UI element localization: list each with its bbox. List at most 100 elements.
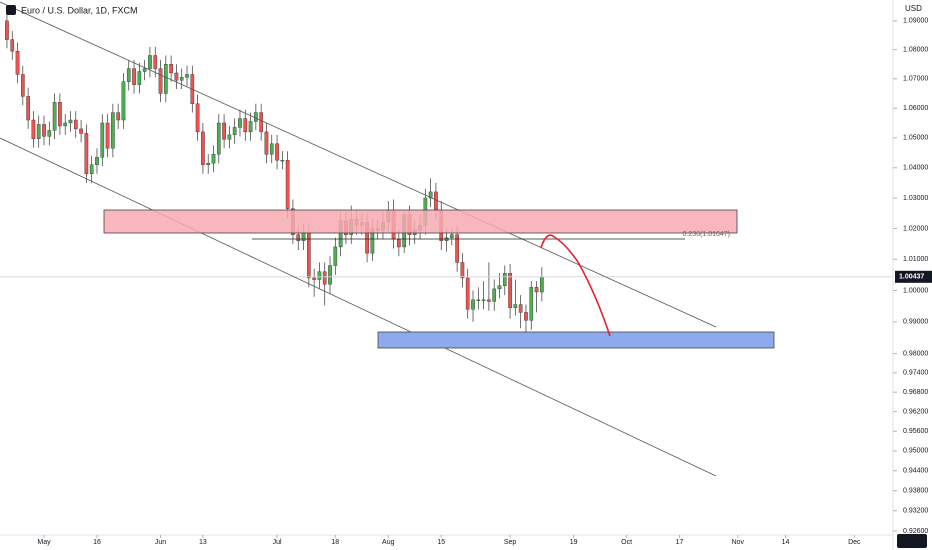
candle-body (296, 234, 301, 241)
y-tick-label: 0.92600 (903, 528, 928, 535)
candle-body (185, 74, 189, 78)
candle-body (508, 273, 512, 308)
x-tick-label: Oct (621, 539, 632, 546)
candle-body (476, 299, 481, 301)
candle-body (322, 271, 327, 285)
y-tick-label: 1.07000 (903, 76, 928, 83)
y-tick-label: 0.95000 (903, 448, 928, 455)
x-tick-label: 17 (676, 539, 684, 546)
candle-body (428, 191, 433, 199)
candle-body (79, 128, 83, 134)
y-tick-label: 1.06000 (903, 105, 928, 112)
candle-body (195, 103, 200, 133)
candle-body (10, 39, 15, 52)
candle-body (47, 130, 52, 137)
y-tick-label: 1.05000 (903, 135, 928, 142)
y-tick-label: 1.08000 (903, 47, 928, 54)
candle-body (502, 273, 507, 286)
chart-title: Euro / U.S. Dollar, 1D, FXCM (21, 5, 138, 15)
y-tick-label: 0.97400 (903, 370, 928, 377)
drawings: 0.236(1.01647) (0, 1, 775, 477)
candle-body (222, 122, 226, 140)
x-tick-label: Dec (848, 539, 861, 546)
candle-body (471, 299, 475, 310)
candle-body (434, 191, 438, 211)
candle-body (328, 265, 332, 285)
candle-body (142, 68, 147, 72)
candle-body (238, 118, 242, 128)
y-tick-label: 0.93800 (903, 488, 928, 495)
candle-body (58, 102, 62, 127)
candle-body (492, 288, 497, 302)
candle-body (397, 239, 401, 248)
candle-body (280, 160, 285, 162)
candle-body (15, 50, 20, 75)
x-tick-label: 15 (437, 539, 445, 546)
candle-body (487, 299, 491, 302)
candle-body (534, 287, 539, 293)
candle-body (36, 124, 41, 139)
x-tick-label: Sep (504, 539, 517, 546)
candle-body (111, 112, 115, 149)
y-tick-label: 0.94400 (903, 468, 928, 475)
candle-body (317, 271, 322, 280)
x-tick-label: 19 (570, 539, 578, 546)
candle-body (5, 20, 9, 40)
y-tick-label: 0.96200 (903, 408, 928, 415)
candle-body (148, 55, 152, 69)
candle-body (216, 122, 221, 155)
candle-body (153, 55, 158, 69)
x-tick-label: 16 (93, 539, 101, 546)
candle-body (301, 232, 306, 241)
candle-body (269, 143, 274, 155)
y-tick-label: 1.04000 (903, 165, 928, 172)
candle-body (201, 131, 205, 165)
candle-body (285, 160, 290, 209)
y-tick-label: 0.93200 (903, 508, 928, 515)
candle-body (518, 304, 523, 313)
support-zone (377, 331, 775, 349)
x-tick-label: 14 (782, 539, 790, 546)
fib-label: 0.236(1.01647) (683, 231, 730, 238)
candle-body (42, 124, 46, 137)
candle-body (52, 102, 57, 131)
candle-body (158, 68, 163, 94)
symbol-icon (6, 5, 16, 15)
last-price-box (895, 270, 932, 283)
candle-body (174, 72, 179, 81)
candle-body (63, 122, 68, 127)
candle-body (232, 127, 237, 136)
x-tick-label: Jul (273, 539, 282, 546)
candle-body (333, 246, 338, 266)
channel-lower (0, 137, 717, 477)
candle-body (540, 276, 544, 293)
candle-body (169, 64, 173, 74)
candle-body (312, 277, 316, 280)
candle-body (254, 112, 258, 122)
x-tick-label: Nov (732, 539, 745, 546)
x-tick-label: 13 (199, 539, 207, 546)
candle-body (529, 287, 534, 321)
candle-body (31, 119, 36, 139)
candle-body (126, 68, 131, 82)
candle-body (227, 134, 232, 140)
candle-body (26, 96, 30, 121)
x-tick-label: 18 (331, 539, 339, 546)
candle-body (132, 68, 136, 85)
y-tick-label: 1.09000 (903, 18, 928, 25)
y-tick-label: 0.95600 (903, 428, 928, 435)
candle-body (20, 74, 25, 97)
resistance-zone (103, 209, 738, 234)
last-price-label: 1.00437 (899, 274, 924, 281)
y-tick-label: 0.96800 (903, 389, 928, 396)
candle-body (275, 143, 279, 161)
logo (897, 534, 927, 548)
candle-body (465, 277, 470, 310)
x-tick-label: May (37, 539, 51, 546)
candle-body (95, 157, 99, 165)
candle-body (497, 285, 502, 290)
candle-body (248, 121, 253, 133)
candle-body (73, 119, 78, 130)
